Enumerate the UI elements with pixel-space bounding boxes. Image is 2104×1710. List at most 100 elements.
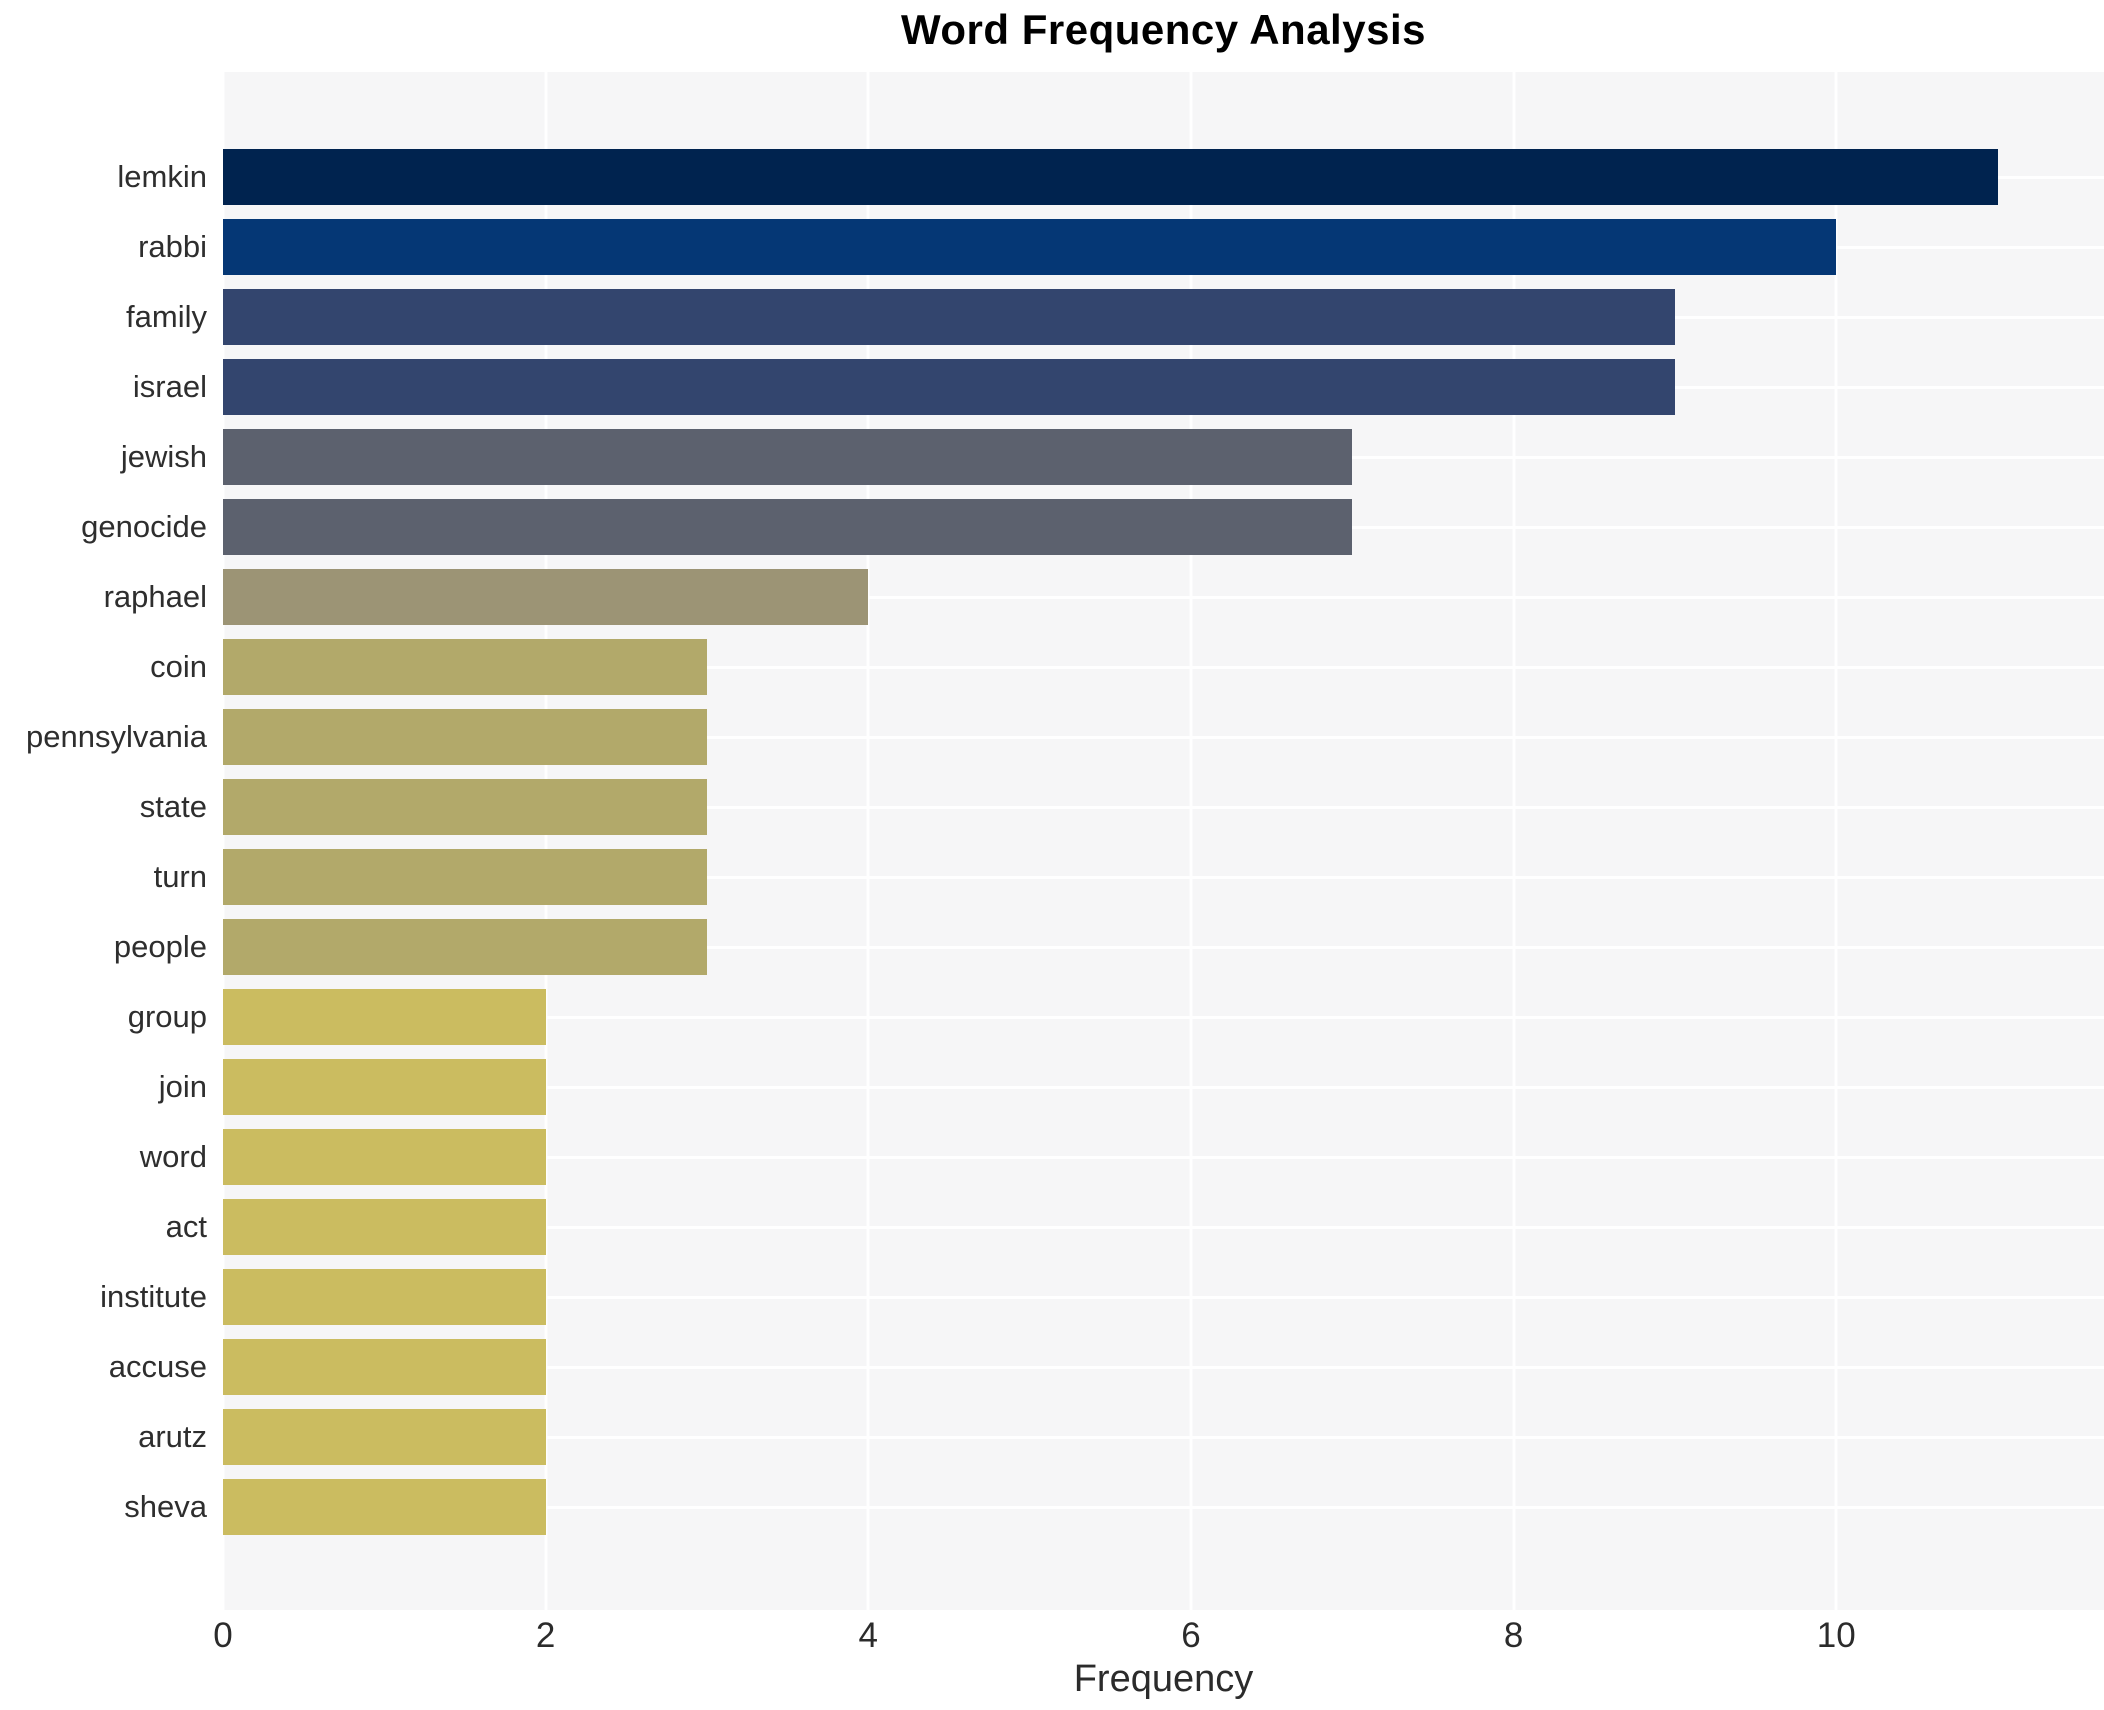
category-label: institute — [100, 1279, 207, 1314]
bar-row: accuse — [0, 1332, 2104, 1402]
frequency-bar — [223, 289, 1675, 345]
bar-row: coin — [0, 632, 2104, 702]
bar-track — [223, 422, 2104, 492]
frequency-bar — [223, 1059, 546, 1115]
gridline-horizontal — [223, 1225, 2104, 1229]
category-label: word — [139, 1139, 207, 1174]
category-label: accuse — [108, 1349, 207, 1384]
bar-row: word — [0, 1122, 2104, 1192]
bar-row: arutz — [0, 1402, 2104, 1472]
bar-track — [223, 1052, 2104, 1122]
category-label: sheva — [124, 1489, 207, 1524]
gridline-horizontal — [223, 1365, 2104, 1369]
gridline-vertical — [866, 72, 870, 1610]
category-label: family — [126, 299, 207, 334]
frequency-bar — [223, 1479, 546, 1535]
bar-row: join — [0, 1052, 2104, 1122]
bar-track — [223, 1122, 2104, 1192]
frequency-bar — [223, 1129, 546, 1185]
x-axis-ticks: 0 2 4 6 8 10 — [213, 1616, 2104, 1656]
gridline-vertical — [1512, 72, 1516, 1610]
category-label: group — [127, 999, 207, 1034]
bar-row: people — [0, 912, 2104, 982]
bar-row: pennsylvania — [0, 702, 2104, 772]
gridline-vertical — [221, 72, 225, 1610]
frequency-bar — [223, 1199, 546, 1255]
gridline-vertical — [1189, 72, 1193, 1610]
bar-track — [223, 212, 2104, 282]
category-label: israel — [132, 369, 207, 404]
gridline-vertical — [1834, 72, 1838, 1610]
bar-track — [223, 1192, 2104, 1262]
gridline-horizontal — [223, 1015, 2104, 1019]
bar-track — [223, 282, 2104, 352]
x-tick-label: 8 — [1503, 1616, 1524, 1655]
bar-row: israel — [0, 352, 2104, 422]
frequency-bar — [223, 919, 707, 975]
bar-row: jewish — [0, 422, 2104, 492]
category-label: pennsylvania — [26, 719, 207, 754]
frequency-bar — [223, 429, 1353, 485]
chart-title: Word Frequency Analysis — [901, 6, 1426, 53]
gridline-horizontal — [223, 1505, 2104, 1509]
gridline-horizontal — [223, 945, 2104, 949]
category-label: arutz — [138, 1419, 207, 1454]
bar-track — [223, 1332, 2104, 1402]
frequency-bar — [223, 219, 1837, 275]
gridline-horizontal — [223, 1295, 2104, 1299]
bar-row: lemkin — [0, 142, 2104, 212]
gridline-horizontal — [223, 595, 2104, 599]
x-tick-label: 6 — [1181, 1616, 1201, 1655]
x-axis-label: Frequency — [1073, 1658, 1254, 1700]
frequency-bar — [223, 499, 1353, 555]
gridline-vertical — [544, 72, 548, 1610]
category-label: people — [113, 929, 207, 964]
category-label: jewish — [120, 439, 207, 474]
frequency-bar — [223, 1269, 546, 1325]
bar-track — [223, 1262, 2104, 1332]
bar-row: institute — [0, 1262, 2104, 1332]
frequency-bar — [223, 569, 869, 625]
x-tick-label: 4 — [858, 1616, 879, 1655]
category-label: coin — [150, 649, 207, 684]
bar-track — [223, 982, 2104, 1052]
category-label: act — [165, 1209, 207, 1244]
category-label: lemkin — [117, 159, 207, 194]
category-label: genocide — [81, 509, 207, 544]
bar-row: genocide — [0, 492, 2104, 562]
frequency-bar — [223, 1409, 546, 1465]
category-label: state — [139, 789, 207, 824]
bar-row: state — [0, 772, 2104, 842]
gridline-horizontal — [223, 1085, 2104, 1089]
bar-track — [223, 142, 2104, 212]
bar-rows-container: lemkin rabbi family israel jewish genocide rap… — [0, 72, 2104, 1610]
bar-track — [223, 352, 2104, 422]
gridline-horizontal — [223, 735, 2104, 739]
frequency-bar — [223, 149, 1998, 205]
bar-track — [223, 562, 2104, 632]
bar-track — [223, 1402, 2104, 1472]
x-tick-label: 0 — [213, 1616, 233, 1655]
x-tick-label: 2 — [535, 1616, 556, 1655]
bar-row: act — [0, 1192, 2104, 1262]
category-label: rabbi — [138, 229, 207, 264]
bar-track — [223, 632, 2104, 702]
bar-row: sheva — [0, 1472, 2104, 1542]
frequency-bar — [223, 1339, 546, 1395]
bar-track — [223, 702, 2104, 772]
bar-row: raphael — [0, 562, 2104, 632]
gridline-horizontal — [223, 875, 2104, 879]
frequency-bar — [223, 709, 707, 765]
frequency-bar — [223, 359, 1675, 415]
bar-track — [223, 772, 2104, 842]
gridline-horizontal — [223, 1435, 2104, 1439]
bar-row: family — [0, 282, 2104, 352]
bar-track — [223, 912, 2104, 982]
bar-row: turn — [0, 842, 2104, 912]
gridline-horizontal — [223, 665, 2104, 669]
bar-track — [223, 1472, 2104, 1542]
frequency-bar — [223, 779, 707, 835]
x-tick-label: 10 — [1816, 1616, 1856, 1655]
category-label: turn — [153, 859, 207, 894]
